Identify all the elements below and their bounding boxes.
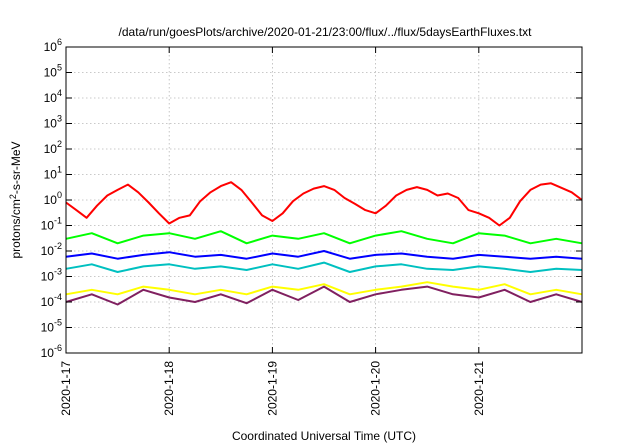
y-tick-label-base: 10 [41, 295, 55, 309]
y-tick-label: 10-1 [41, 216, 62, 233]
y-tick-label-exponent: 3 [57, 114, 62, 124]
y-tick-label: 106 [44, 37, 62, 54]
y-tick-labels: 10-610-510-410-310-210-11001011021031041… [41, 37, 62, 360]
x-axis-label: Coordinated Universal Time (UTC) [232, 429, 416, 443]
y-tick-label-exponent: 1 [57, 165, 62, 175]
y-tick-label: 105 [44, 63, 62, 80]
y-tick-label: 10-6 [41, 343, 62, 360]
x-tick-label: 2020-1-20 [369, 361, 383, 416]
y-tick-label-exponent: -1 [54, 216, 62, 226]
series-layer [65, 181, 583, 306]
grid-lines [66, 47, 582, 353]
y-tick-label-exponent: 0 [57, 190, 62, 200]
y-tick-label-base: 10 [41, 321, 55, 335]
y-tick-label: 104 [44, 88, 62, 105]
y-tick-label-base: 10 [44, 117, 58, 131]
x-tick-label: 2020-1-17 [59, 361, 73, 416]
y-tick-label-base: 10 [44, 66, 58, 80]
x-tick-labels: 2020-1-17 2020-1-18 2020-1-19 2020-1-20 2020… [59, 361, 486, 416]
y-tick-label: 103 [44, 114, 62, 131]
y-tick-label: 10-3 [41, 267, 62, 284]
y-tick-label-base: 10 [41, 219, 55, 233]
y-tick-label-exponent: 5 [57, 63, 62, 73]
y-tick-label-base: 10 [44, 91, 58, 105]
y-tick-label-exponent: -6 [54, 343, 62, 353]
y-tick-label: 10-4 [41, 292, 62, 309]
y-tick-label-exponent: 6 [57, 37, 62, 47]
series-line [65, 281, 583, 296]
y-tick-label: 100 [44, 190, 62, 207]
y-tick-label: 102 [44, 139, 62, 156]
y-tick-label-base: 10 [44, 142, 58, 156]
y-tick-label: 101 [44, 165, 62, 182]
y-tick-label-base: 10 [44, 40, 58, 54]
x-tick-label: 2020-1-18 [162, 361, 176, 416]
chart-title: /data/run/goesPlots/archive/2020-01-21/2… [119, 25, 533, 39]
y-tick-label-base: 10 [44, 168, 58, 182]
y-tick-label-base: 10 [44, 193, 58, 207]
y-tick-label-exponent: -2 [54, 241, 62, 251]
x-tick-label: 2020-1-19 [265, 361, 279, 416]
y-tick-label: 10-5 [41, 318, 62, 335]
y-tick-label: 10-2 [41, 241, 62, 258]
y-tick-label-base: 10 [41, 270, 55, 284]
x-tick-label: 2020-1-21 [472, 361, 486, 416]
y-axis-label-superscript: 2 [8, 194, 18, 199]
y-axis-label: protons/cm2-s-sr-MeV [8, 141, 23, 258]
y-tick-label-exponent: 2 [57, 139, 62, 149]
series-line [65, 261, 583, 273]
y-tick-label-exponent: -5 [54, 318, 62, 328]
y-tick-label-exponent: -3 [54, 267, 62, 277]
y-axis-label-main: protons/cm [9, 199, 23, 258]
series-line [65, 181, 583, 227]
axis-ticks [65, 46, 582, 354]
y-tick-label-exponent: -4 [54, 292, 62, 302]
y-tick-label-base: 10 [41, 244, 55, 258]
y-tick-label-exponent: 4 [57, 88, 62, 98]
y-tick-label-base: 10 [41, 346, 55, 360]
series-line [65, 230, 583, 245]
y-axis-label-units: -s-sr-MeV [9, 141, 23, 194]
series-line [65, 250, 583, 260]
series-line [65, 285, 583, 306]
